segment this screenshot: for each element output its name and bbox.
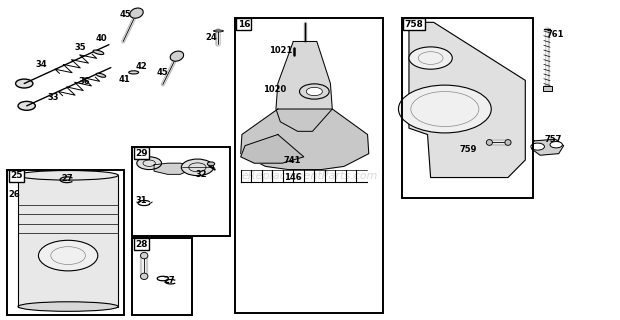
Text: 28: 28 [135,240,148,249]
Circle shape [18,101,35,110]
Ellipse shape [18,302,118,311]
Polygon shape [241,134,304,163]
Text: 45: 45 [120,10,131,19]
Circle shape [550,141,562,148]
Bar [402,18,533,198]
Text: 759: 759 [459,145,476,154]
Text: 758: 758 [405,20,423,29]
Text: 35: 35 [74,43,86,52]
Bar [234,18,383,313]
Ellipse shape [486,140,492,145]
Text: 36: 36 [78,77,90,86]
Text: 757: 757 [544,135,562,144]
Ellipse shape [93,50,104,54]
Text: 741: 741 [284,156,301,164]
Ellipse shape [130,8,143,18]
Text: 40: 40 [95,35,107,44]
Text: 45: 45 [157,68,169,77]
Polygon shape [241,109,369,170]
Ellipse shape [129,71,139,74]
Bar [132,147,229,236]
Polygon shape [276,42,332,131]
Text: 41: 41 [118,75,130,84]
Circle shape [299,84,329,99]
Text: eReplacementParts.com: eReplacementParts.com [242,171,378,181]
Circle shape [137,157,162,170]
Circle shape [531,143,544,150]
Bar [132,238,192,315]
Text: 1021: 1021 [268,45,292,55]
Circle shape [38,240,98,271]
Text: 25: 25 [10,171,22,180]
Text: 33: 33 [48,93,59,102]
Circle shape [399,85,491,133]
Ellipse shape [18,171,118,180]
Polygon shape [409,22,525,178]
Polygon shape [154,163,191,174]
Circle shape [16,79,33,88]
Bar [7,170,125,315]
Text: 31: 31 [136,196,148,205]
Ellipse shape [170,51,184,61]
Text: 27: 27 [163,276,175,285]
Bar [542,86,552,92]
Circle shape [409,47,452,69]
Text: 26: 26 [9,190,20,199]
Text: 761: 761 [546,30,564,39]
Ellipse shape [213,30,223,32]
Text: 146: 146 [284,173,301,182]
Circle shape [181,159,213,176]
Ellipse shape [141,252,148,259]
Text: 24: 24 [205,33,217,42]
Text: 29: 29 [135,149,148,158]
Text: 1020: 1020 [263,85,286,94]
Text: 27: 27 [61,174,73,183]
Circle shape [306,87,322,96]
Ellipse shape [505,140,511,145]
Text: 16: 16 [237,20,250,29]
Polygon shape [531,139,564,155]
Circle shape [207,162,215,166]
Ellipse shape [141,273,148,279]
Bar [18,175,118,307]
Text: 42: 42 [136,61,148,70]
Text: 34: 34 [35,60,46,69]
Text: 32: 32 [196,170,208,179]
Ellipse shape [96,73,106,77]
